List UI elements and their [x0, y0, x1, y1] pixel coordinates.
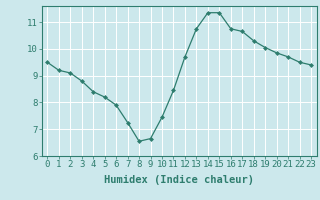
- X-axis label: Humidex (Indice chaleur): Humidex (Indice chaleur): [104, 175, 254, 185]
